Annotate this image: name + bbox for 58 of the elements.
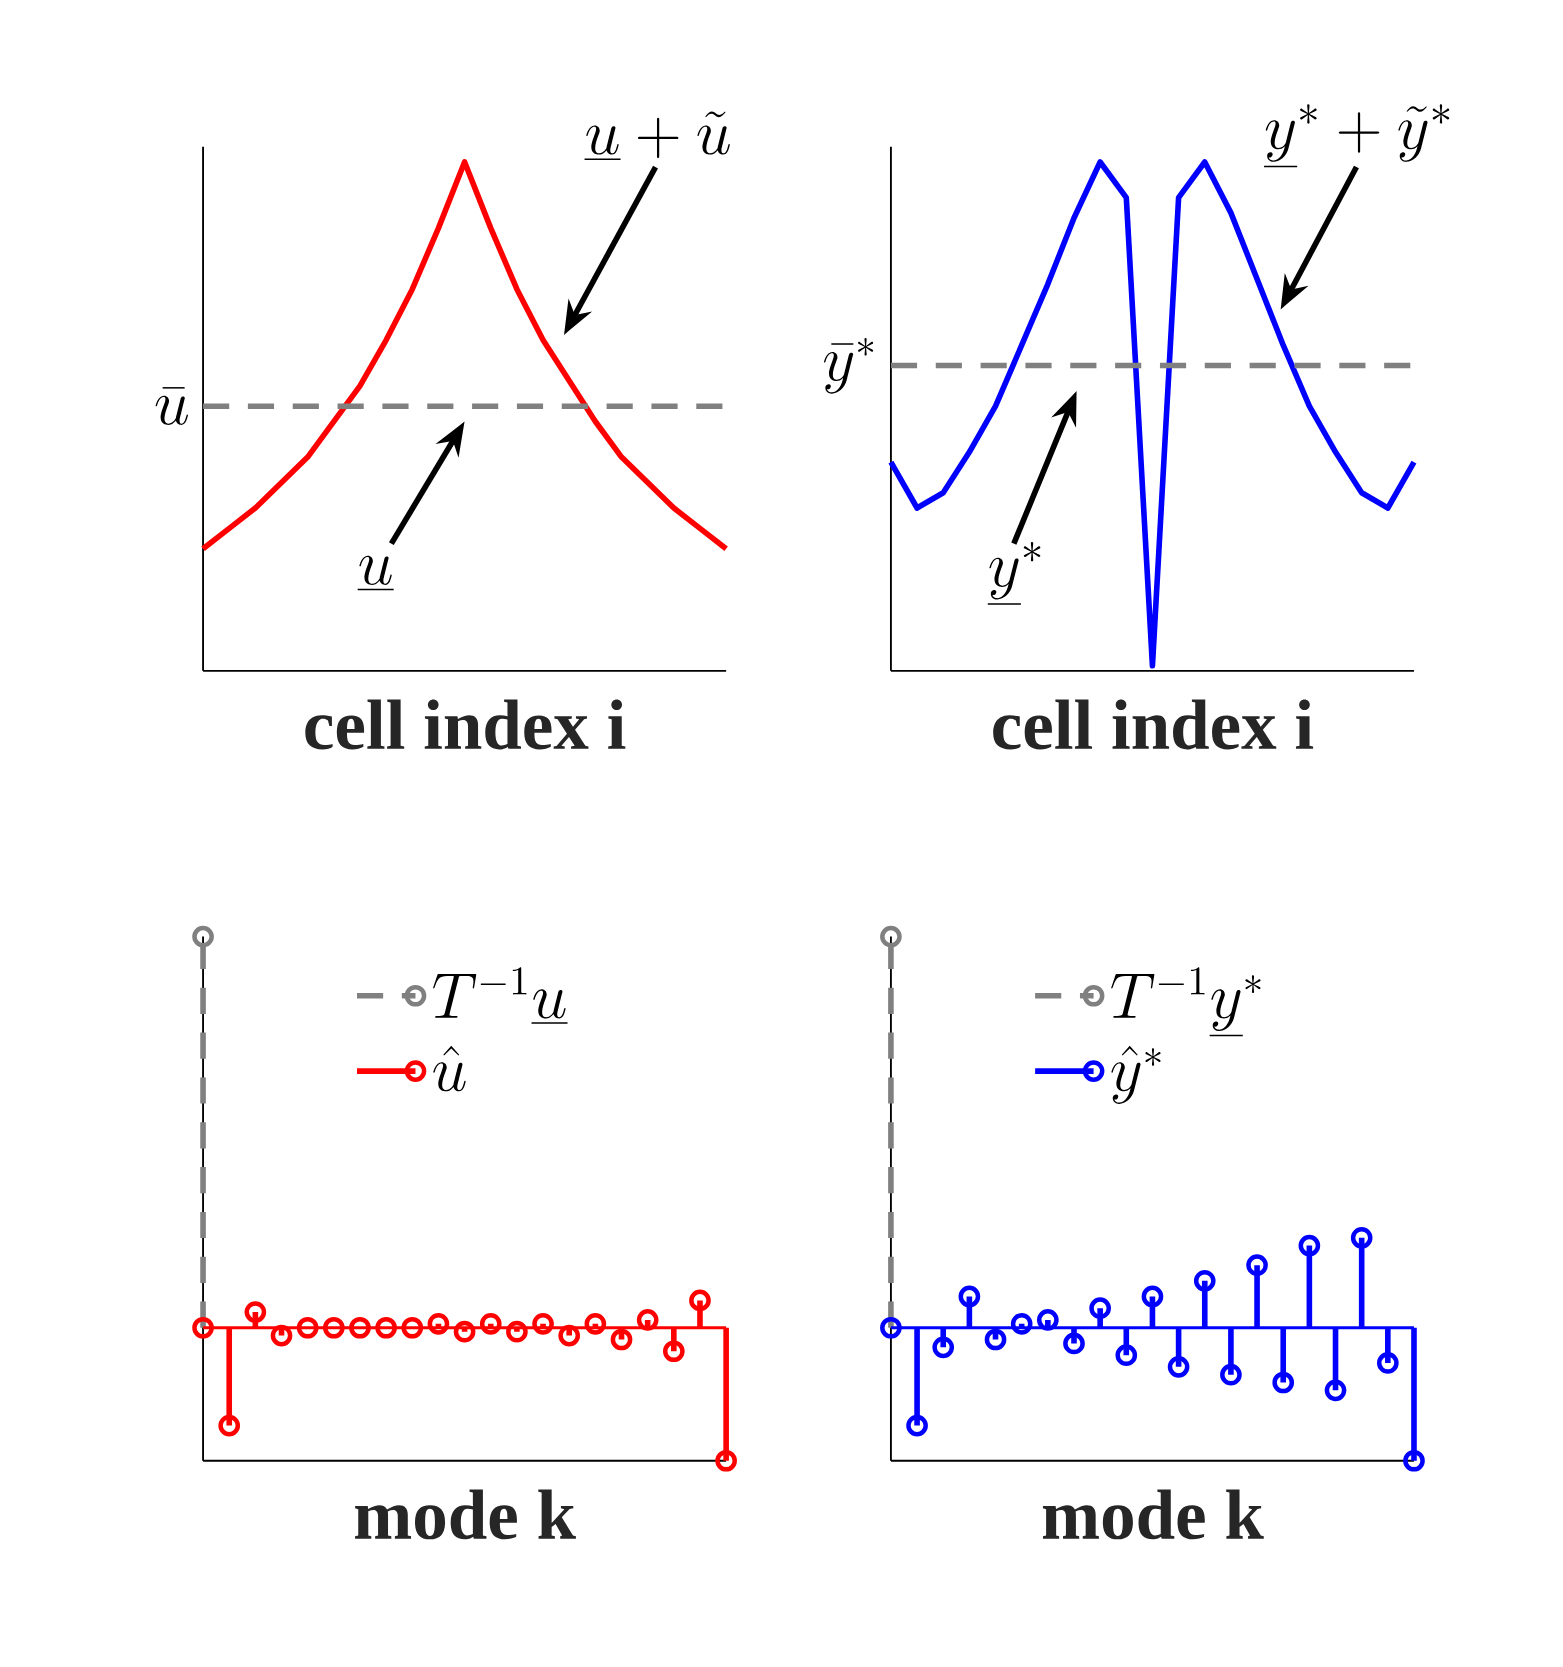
legend-label: $\hat{u}$: [433, 1045, 466, 1092]
point: [636, 1309, 659, 1331]
point: [906, 1414, 928, 1437]
point: [401, 1316, 424, 1339]
point: [270, 1324, 293, 1347]
point: [1037, 1309, 1059, 1331]
point: [1272, 1371, 1295, 1394]
point: [1298, 1234, 1321, 1257]
point: [192, 925, 214, 948]
point: [1010, 1313, 1033, 1335]
point: [932, 1336, 955, 1359]
x-axis-title: cell index i: [305, 699, 626, 750]
point: [689, 1289, 711, 1312]
point: [1194, 1269, 1216, 1292]
text: $\underline{u}+\tilde{u}$: [584, 111, 730, 160]
point: [1324, 1379, 1347, 1402]
point: [880, 1316, 902, 1339]
x-axis-title: mode k: [355, 1489, 577, 1540]
point: [1246, 1254, 1268, 1277]
x-axis-title: mode k: [1043, 1489, 1264, 1540]
point: [192, 1316, 214, 1339]
legend-label: $T^{-1}\underline{u}$: [433, 967, 568, 1024]
point: [427, 1313, 450, 1335]
annotation: $\underline{u}$: [357, 555, 394, 590]
point: [218, 1414, 241, 1437]
legend-label: $T^{-1}\underline{y}^*$: [1111, 967, 1261, 1036]
annotation: $\underline{y}^*$: [987, 541, 1041, 605]
point: [663, 1340, 685, 1363]
point: [323, 1316, 345, 1339]
point: [244, 1301, 267, 1323]
ref-line-label: $\bar{u}$: [155, 387, 189, 425]
point: [1403, 1449, 1425, 1472]
point: [453, 1320, 476, 1343]
point: [1115, 1344, 1138, 1366]
point: [1167, 1356, 1190, 1378]
point: [880, 925, 902, 948]
point: [1350, 1226, 1373, 1249]
point: [506, 1320, 528, 1343]
ref-line-label: $\bar{y}^*$: [824, 337, 874, 394]
point: [375, 1316, 398, 1339]
point: [958, 1285, 981, 1308]
point: [584, 1313, 607, 1335]
point: [1089, 1297, 1112, 1320]
point: [480, 1313, 502, 1335]
legend-label: $\hat{y}^*$: [1111, 1045, 1161, 1104]
point: [610, 1328, 633, 1351]
point: [1377, 1352, 1399, 1374]
point: [715, 1449, 738, 1472]
point: [296, 1316, 319, 1339]
point: [1141, 1285, 1164, 1308]
point: [558, 1324, 581, 1347]
point: [349, 1316, 371, 1339]
point: [1063, 1332, 1085, 1355]
point: [1220, 1363, 1242, 1386]
annotation: $\underline{y}^*+\tilde{y}^*$: [1264, 104, 1450, 167]
point: [984, 1328, 1007, 1351]
x-axis-title: cell index i: [993, 699, 1314, 750]
point: [532, 1313, 554, 1335]
